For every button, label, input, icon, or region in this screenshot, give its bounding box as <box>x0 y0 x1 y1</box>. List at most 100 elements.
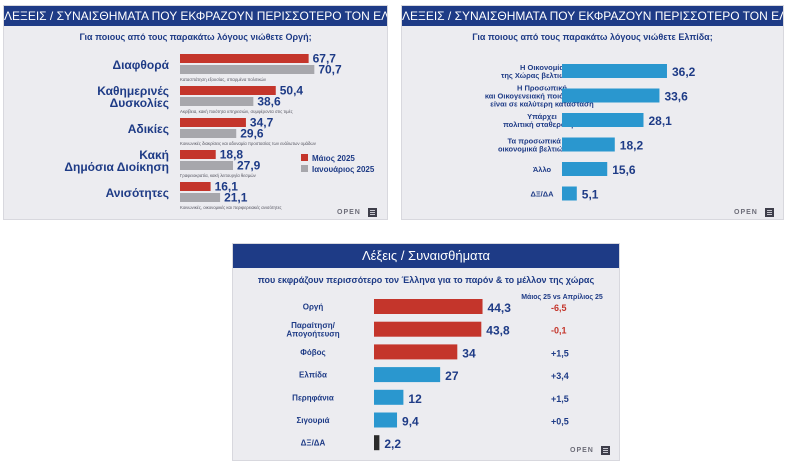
anger-reasons-chart: Διαφθορά 67,770,7 Κατασπάτηση εξουσίας, σπ… <box>64 52 375 211</box>
change-value: -6,5 <box>551 303 567 313</box>
emotions-chart: Μάιος 25 vs Απρίλιος 25 Οργή 44,3 -6,5 Παραί… <box>286 293 603 451</box>
data-label: 38,6 <box>257 95 281 109</box>
data-label: 21,1 <box>224 191 248 205</box>
data-label: 28,1 <box>648 114 672 128</box>
category-label: πολιτική σταθερότητα <box>503 120 581 129</box>
bar-annotation: Κοινωνικές, οικονομικές και περιφερειακέ… <box>180 205 282 210</box>
data-label: 43,8 <box>486 324 510 338</box>
data-label: 27,9 <box>237 159 261 173</box>
panel-title: ΛΕΞΕΙΣ / ΣΥΝΑΙΣΘΗΜΑΤΑ ΠΟΥ ΕΚΦΡΑΖΟΥΝ ΠΕΡΙ… <box>4 6 387 26</box>
panel-subtitle: που εκφράζουν περισσότερο τον Έλληνα για… <box>257 275 595 285</box>
data-label: 34 <box>462 346 476 360</box>
panel-title: ΛΕΞΕΙΣ / ΣΥΝΑΙΣΘΗΜΑΤΑ ΠΟΥ ΕΚΦΡΑΖΟΥΝ ΠΕΡΙ… <box>402 6 783 26</box>
category-label: Αδικίες <box>128 122 169 136</box>
channel-logo-icon <box>368 208 377 217</box>
data-label: 67,7 <box>313 52 337 66</box>
data-label: 50,4 <box>280 84 304 98</box>
open-logo: OPEN <box>570 447 594 454</box>
bar <box>374 412 398 428</box>
category-label: Κακή <box>139 148 169 162</box>
bar-annotation: Γραφειοκρατία, κακή λειτουργία θεσμών <box>180 173 256 178</box>
category-label: Περηφάνια <box>292 393 334 402</box>
legend-label: Ιανουάριος 2025 <box>312 165 375 174</box>
bar <box>180 97 254 106</box>
bar <box>562 137 615 152</box>
panel-title: Λέξεις / Συναισθήματα <box>233 244 619 268</box>
category-label: Σιγουριά <box>296 416 329 425</box>
anger-reasons-panel: ΛΕΞΕΙΣ / ΣΥΝΑΙΣΘΗΜΑΤΑ ΠΟΥ ΕΚΦΡΑΖΟΥΝ ΠΕΡΙ… <box>3 5 388 220</box>
data-label: 9,4 <box>402 415 419 429</box>
bar <box>562 186 577 201</box>
change-value: +1,5 <box>551 394 569 404</box>
bar <box>180 150 216 159</box>
category-label: Φόβος <box>300 348 325 357</box>
bar <box>180 65 315 74</box>
category-label: Παραίτηση/ <box>291 321 336 330</box>
category-label: Ανισότητες <box>106 186 169 200</box>
data-label: 29,6 <box>240 127 264 141</box>
data-label: 18,8 <box>220 148 244 162</box>
bar <box>374 321 482 337</box>
data-label: 44,3 <box>488 301 512 315</box>
bar <box>374 389 404 405</box>
category-label: Τα προσωπικά μου <box>508 137 578 146</box>
data-label: 18,2 <box>620 139 644 153</box>
category-label: Η Προσωπική <box>517 84 567 93</box>
bar <box>374 367 441 383</box>
panel-subtitle: Για ποιους από τους παρακάτω λόγους νιώθ… <box>472 32 713 42</box>
category-label: Υπάρχει <box>527 112 557 121</box>
data-label: 70,7 <box>318 63 342 77</box>
change-value: +1,5 <box>551 348 569 358</box>
data-label: 15,6 <box>612 163 636 177</box>
legend-swatch <box>301 165 308 172</box>
bar <box>180 86 276 95</box>
change-value: -0,1 <box>551 326 567 336</box>
bar <box>562 162 608 176</box>
bar <box>562 64 667 78</box>
bar-annotation: Κοινωνικές διακρίσεις και αδυναμία προστ… <box>180 141 316 146</box>
category-label: Διαφθορά <box>112 58 169 72</box>
open-logo: OPEN <box>734 209 758 216</box>
data-label: 27 <box>445 369 459 383</box>
category-label: της Χώρας βελτιώνεται <box>501 71 583 80</box>
bar-annotation: Κατασπάτηση εξουσίας, σπαρμένα πολιτικών <box>180 77 266 82</box>
bar <box>180 193 221 202</box>
channel-logo-icon <box>601 446 610 455</box>
bar-annotation: Ακρίβεια, κακή ποιότητα υπηρεσιών, συμφέ… <box>180 109 293 114</box>
bar <box>374 299 483 314</box>
category-label: ΔΞ/ΔΑ <box>530 190 554 199</box>
data-label: 2,2 <box>384 437 401 451</box>
data-label: 16,1 <box>215 180 239 194</box>
category-label: Η Οικονομία <box>520 63 564 72</box>
bar <box>180 129 237 138</box>
bar <box>180 161 234 170</box>
hope-reasons-panel: ΛΕΞΕΙΣ / ΣΥΝΑΙΣΘΗΜΑΤΑ ΠΟΥ ΕΚΦΡΑΖΟΥΝ ΠΕΡΙ… <box>401 5 784 220</box>
category-label: οικονομικά βελτιώνονται <box>498 145 586 154</box>
category-label: ΔΞ/ΔΑ <box>301 439 326 448</box>
legend-swatch <box>301 154 308 161</box>
category-label: και Οικογενειακή ποιότητα ζωής <box>485 92 599 101</box>
category-label: είναι σε καλύτερη κατάσταση <box>490 100 594 109</box>
category-label: Ελπίδα <box>299 371 327 380</box>
open-logo: OPEN <box>337 209 361 216</box>
bar <box>562 88 660 103</box>
change-column-header: Μάιος 25 vs Απρίλιος 25 <box>521 293 603 301</box>
category-label: Καθημερινές <box>97 84 169 98</box>
data-label: 5,1 <box>582 188 599 202</box>
bar <box>374 435 380 451</box>
data-label: 33,6 <box>664 90 688 104</box>
bar <box>374 344 458 360</box>
bar <box>562 113 644 127</box>
bar <box>180 118 246 127</box>
change-value: +3,4 <box>551 371 569 381</box>
category-label: Άλλο <box>533 165 552 174</box>
channel-logo-icon <box>765 208 774 217</box>
category-label: Δημόσια Διοίκηση <box>64 160 169 174</box>
category-label: Οργή <box>303 303 324 312</box>
legend-label: Μάιος 2025 <box>312 154 355 163</box>
bar <box>180 182 211 191</box>
data-label: 34,7 <box>250 116 274 130</box>
change-value: +0,5 <box>551 417 569 427</box>
category-label: Απογοήτευση <box>286 329 339 338</box>
